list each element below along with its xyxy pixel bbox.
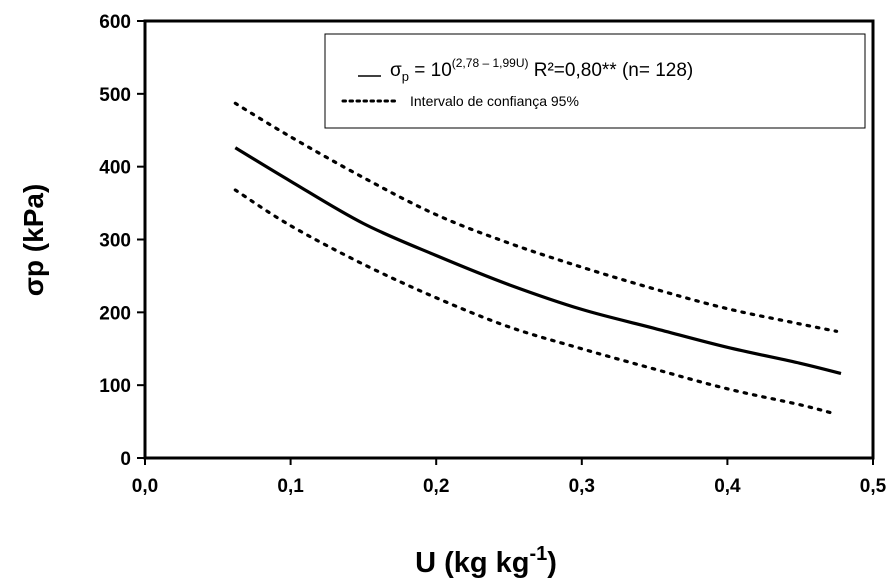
y-tick-label: 100: [99, 376, 131, 397]
legend-fit-eq: = 10: [409, 60, 452, 81]
legend-fit-stats: R²=0,80** (n= 128): [528, 60, 693, 81]
y-axis-title-rest: (kPa): [18, 184, 49, 260]
x-tick-label: 0,2: [423, 476, 449, 497]
legend-fit-sub: p: [402, 69, 409, 84]
y-tick-label: 0: [120, 449, 131, 470]
legend-box: [324, 33, 866, 129]
y-axis: 0 100 200 300 400 500 600: [99, 12, 145, 470]
legend-fit-sigma: σ: [390, 60, 402, 81]
y-tick-label: 300: [99, 231, 131, 252]
legend: σp = 10(2,78 – 1,99U) R²=0,80** (n= 128)…: [324, 33, 866, 129]
y-axis-title-sigma: σ: [18, 277, 49, 296]
x-tick-label: 0,3: [569, 476, 595, 497]
x-axis: 0,0 0,1 0,2 0,3 0,4 0,5: [132, 458, 887, 497]
fit-curve: [234, 146, 842, 376]
x-axis-title-close: ): [547, 547, 557, 579]
series-layer: [233, 101, 842, 416]
x-axis-title-main: U (kg kg: [415, 547, 529, 579]
ci-upper-curve: [233, 101, 839, 333]
y-axis-title-sub: p: [18, 260, 49, 277]
x-axis-title-sup: -1: [529, 543, 547, 565]
y-axis-title: σp (kPa): [18, 184, 49, 297]
x-axis-title: U (kg kg-1): [415, 543, 557, 579]
legend-fit-label: σp = 10(2,78 – 1,99U) R²=0,80** (n= 128): [390, 56, 693, 84]
x-tick-label: 0,1: [277, 476, 304, 497]
legend-fit-exp: (2,78 – 1,99U): [452, 56, 529, 70]
y-tick-label: 400: [99, 158, 131, 179]
y-tick-label: 200: [99, 303, 131, 324]
x-tick-label: 0,5: [860, 476, 887, 497]
x-tick-label: 0,4: [714, 476, 741, 497]
y-tick-label: 600: [99, 12, 131, 33]
y-tick-label: 500: [99, 85, 131, 106]
legend-ci-label: Intervalo de confiança 95%: [410, 93, 579, 109]
x-tick-label: 0,0: [132, 476, 158, 497]
ci-lower-curve: [233, 188, 839, 416]
